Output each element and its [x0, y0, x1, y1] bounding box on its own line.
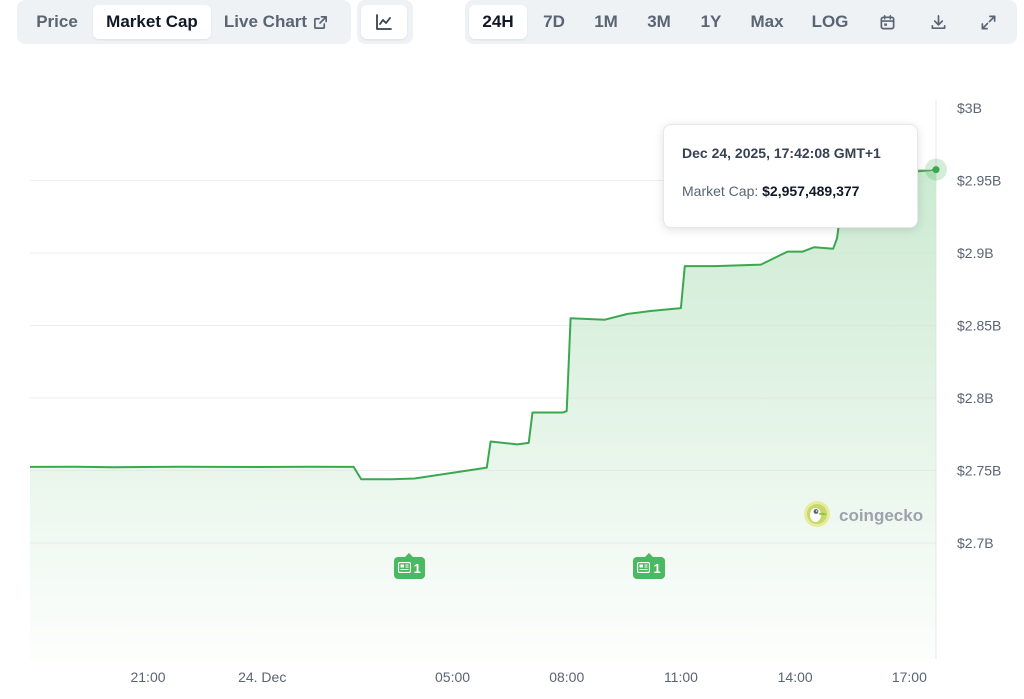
market-cap-area: [30, 169, 936, 659]
coingecko-watermark: coingecko: [803, 500, 924, 533]
tooltip-value-row: Market Cap: $2,957,489,377: [682, 183, 917, 199]
tab-live-chart-label: Live Chart: [223, 12, 308, 31]
tooltip-date: Dec 24, 2025, 17:42:08 GMT+1: [682, 145, 881, 161]
expand-icon: [980, 14, 997, 31]
tab-live-chart[interactable]: Live Chart: [211, 5, 341, 39]
y-tick-label: $2.8B: [957, 390, 994, 406]
news-marker[interactable]: 1: [633, 553, 665, 579]
tooltip-value: $2,957,489,377: [762, 183, 860, 199]
x-tick-label: 17:00: [892, 669, 927, 685]
log-scale-toggle[interactable]: LOG: [811, 12, 849, 31]
y-tick-label: $2.95B: [957, 173, 1001, 189]
newspaper-icon: [397, 561, 411, 576]
market-cap-line: [29, 168, 937, 481]
date-range-button[interactable]: [861, 5, 913, 39]
newspaper-icon: [637, 561, 651, 576]
hover-point: [932, 166, 940, 174]
y-axis-labels: $3B $2.95B $2.9B $2.85B $2.8B $2.75B $2.7B: [957, 100, 1001, 551]
chart-toolbar: Price Market Cap Live Chart 24H 7D 1M 3M…: [0, 0, 1024, 44]
x-tick-label: 05:00: [435, 669, 470, 685]
view-tabs: Price Market Cap Live Chart: [17, 0, 351, 44]
line-chart-icon: [375, 13, 393, 31]
y-tick-label: $2.85B: [957, 318, 1001, 334]
chart-type-group: [357, 0, 413, 44]
tab-market-cap[interactable]: Market Cap: [93, 5, 211, 39]
range-1m[interactable]: 1M: [594, 12, 618, 31]
y-tick-label: $2.7B: [957, 535, 994, 551]
news-marker[interactable]: 1: [393, 553, 425, 579]
watermark-text: coingecko: [839, 506, 924, 525]
y-tick-label: $2.9B: [957, 245, 994, 261]
download-button[interactable]: [913, 5, 963, 39]
x-tick-label: 24. Dec: [238, 669, 286, 685]
line-chart-button[interactable]: [361, 5, 407, 39]
range-3m[interactable]: 3M: [647, 12, 671, 31]
range-7d[interactable]: 7D: [543, 12, 565, 31]
x-tick-label: 21:00: [130, 669, 165, 685]
range-24h[interactable]: 24H: [469, 5, 527, 39]
range-1y[interactable]: 1Y: [700, 12, 722, 31]
fullscreen-button[interactable]: [963, 5, 1013, 39]
news-marker-count: 1: [413, 560, 421, 576]
x-tick-label: 11:00: [664, 669, 698, 685]
range-group: 24H 7D 1M 3M 1Y Max LOG: [465, 0, 1017, 44]
x-axis-labels: 21:00 24. Dec 05:00 08:00 11:00 14:00 17:00: [130, 669, 927, 685]
chart-tooltip: Dec 24, 2025, 17:42:08 GMT+1 Market Cap:…: [663, 124, 918, 228]
y-tick-label: $3B: [957, 100, 982, 116]
range-max[interactable]: Max: [750, 12, 784, 31]
gecko-logo-icon: [803, 500, 831, 533]
x-tick-label: 14:00: [778, 669, 813, 685]
x-tick-label: 08:00: [549, 669, 584, 685]
calendar-icon: [879, 14, 896, 31]
tab-price[interactable]: Price: [36, 12, 78, 31]
y-tick-label: $2.75B: [957, 463, 1001, 479]
download-icon: [930, 14, 947, 31]
tooltip-label: Market Cap:: [682, 183, 759, 199]
news-marker-count: 1: [653, 560, 661, 576]
external-link-icon: [313, 15, 328, 30]
